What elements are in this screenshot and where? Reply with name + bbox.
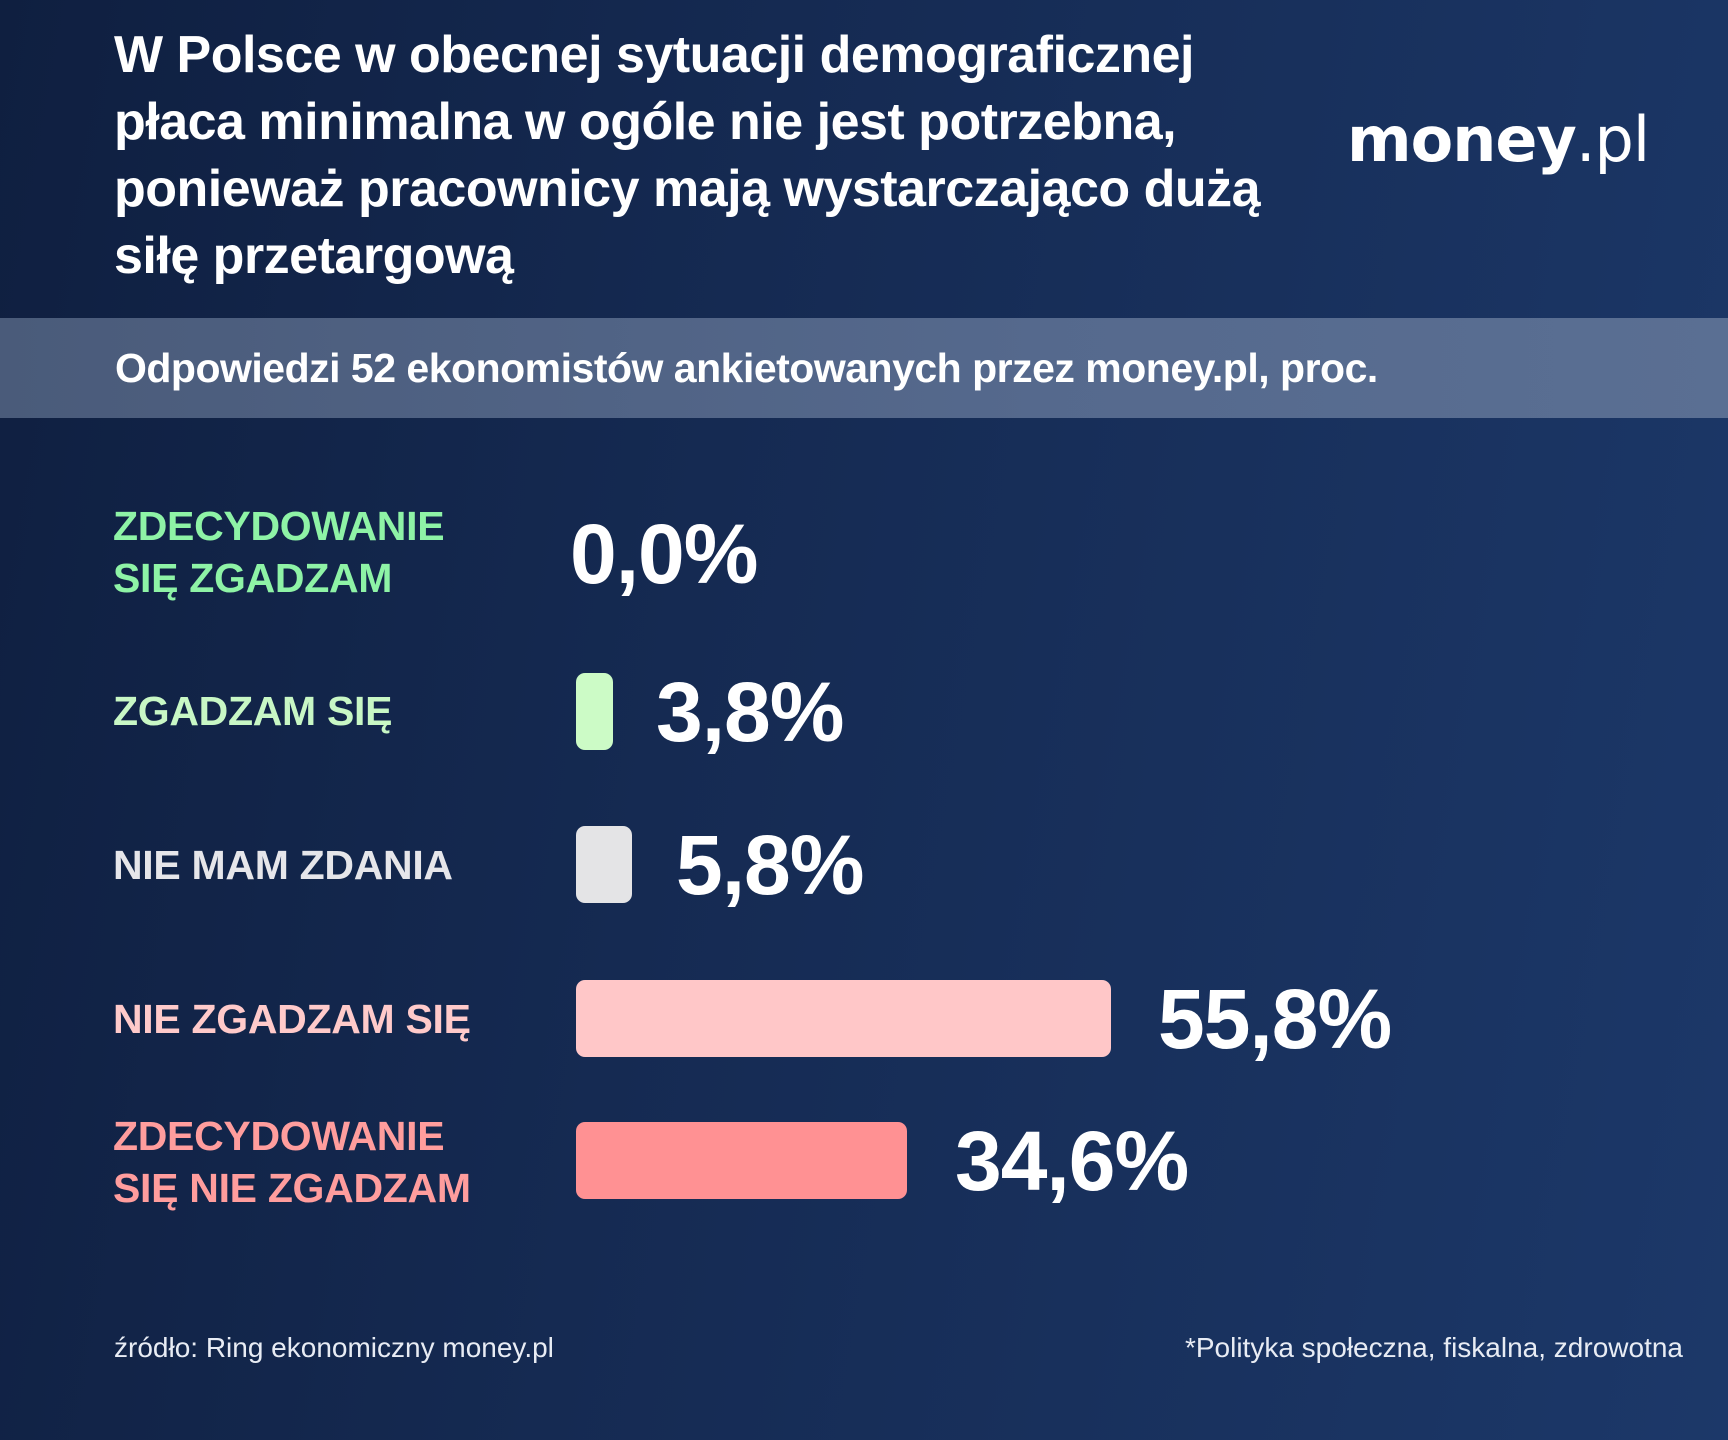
value-label: 5,8%	[676, 818, 864, 912]
chart-title: W Polsce w obecnej sytuacji demograficzn…	[114, 22, 1294, 290]
footnote: *Polityka społeczna, fiskalna, zdrowotna	[1184, 1332, 1683, 1363]
source-note: źródło: Ring ekonomiczny money.pl	[114, 1332, 554, 1363]
title-line: płaca minimalna w ogóle nie jest potrzeb…	[114, 93, 1177, 151]
chart-subtitle: Odpowiedzi 52 ekonomistów ankietowanych …	[115, 345, 1378, 391]
label-line: ZDECYDOWANIE	[113, 503, 445, 549]
bar	[576, 980, 1111, 1057]
label-line: NIE MAM ZDANIA	[113, 842, 453, 888]
value-label: 34,6%	[955, 1114, 1189, 1208]
subtitle-band: Odpowiedzi 52 ekonomistów ankietowanych …	[0, 318, 1728, 418]
title-line: W Polsce w obecnej sytuacji demograficzn…	[114, 26, 1195, 84]
label-line: SIĘ ZGADZAM	[113, 555, 393, 601]
title-line: siłę przetargową	[114, 227, 514, 285]
label-line: NIE ZGADZAM SIĘ	[113, 996, 471, 1042]
logo-wordmark: money	[1347, 103, 1577, 176]
bar	[576, 826, 632, 903]
logo-suffix: .pl	[1575, 103, 1650, 176]
category-label: ZDECYDOWANIE SIĘ ZGADZAM	[113, 500, 445, 604]
bar	[576, 673, 613, 750]
category-label: ZGADZAM SIĘ	[113, 685, 392, 737]
label-line: ZDECYDOWANIE	[113, 1113, 445, 1159]
title-line: ponieważ pracownicy mają wystarczająco d…	[114, 160, 1261, 218]
value-label: 55,8%	[1158, 972, 1392, 1066]
category-label: ZDECYDOWANIE SIĘ NIE ZGADZAM	[113, 1110, 471, 1214]
value-label: 0,0%	[570, 507, 758, 601]
value-label: 3,8%	[656, 665, 844, 759]
bar	[576, 1122, 907, 1199]
category-label: NIE MAM ZDANIA	[113, 839, 453, 891]
label-line: SIĘ NIE ZGADZAM	[113, 1165, 471, 1211]
category-label: NIE ZGADZAM SIĘ	[113, 993, 471, 1045]
label-line: ZGADZAM SIĘ	[113, 688, 393, 734]
money-pl-logo: money.pl	[1347, 100, 1650, 180]
